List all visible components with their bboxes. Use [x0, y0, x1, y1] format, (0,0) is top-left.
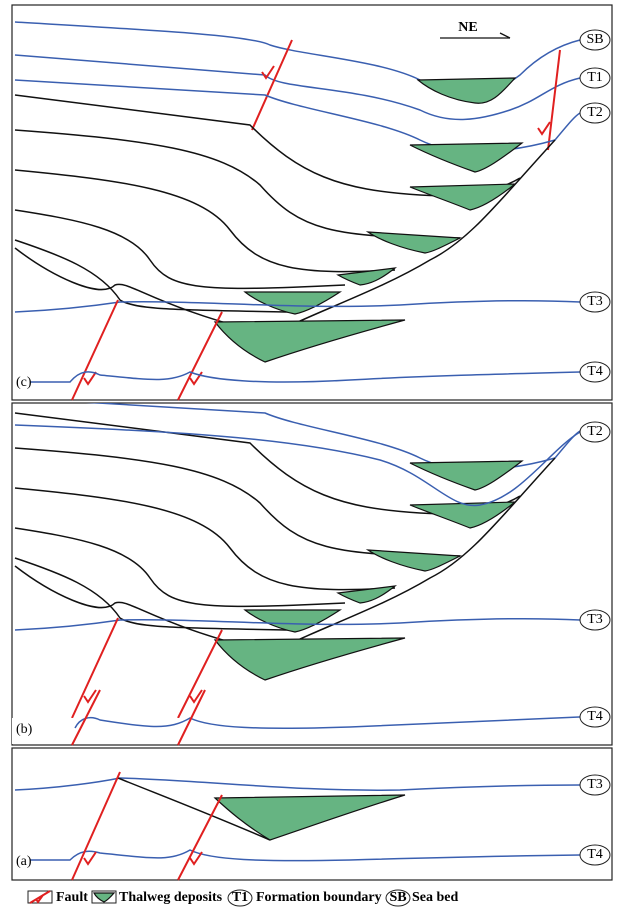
legend-symbol: SB — [389, 890, 406, 905]
legend-label: Sea bed — [412, 890, 459, 905]
legend: Fault Thalweg deposits T1 Formation boun… — [28, 890, 459, 906]
boundary-label: T4 — [587, 847, 603, 862]
boundary-label: T3 — [587, 294, 603, 309]
legend-symbol: T1 — [232, 890, 248, 905]
mask — [12, 718, 611, 744]
panel-frame — [12, 403, 612, 745]
strata — [15, 398, 580, 718]
legend-label: Fault — [56, 890, 88, 905]
strata — [15, 80, 580, 400]
panel-label: (a) — [16, 854, 32, 869]
boundary-label: SB — [586, 32, 603, 47]
boundary — [15, 778, 580, 790]
direction-arrow — [500, 33, 510, 38]
diagram: NE (c) SB T1 T2 T3 T4 (b) T2 T3 T4 (a) T… — [0, 0, 622, 912]
boundary — [30, 372, 580, 382]
boundary-label: T2 — [587, 105, 603, 120]
boundary — [30, 850, 580, 861]
direction: NE — [458, 20, 477, 35]
thalweg — [418, 78, 515, 103]
thalweg — [215, 795, 405, 840]
fault — [72, 772, 222, 880]
boundary-label: T2 — [587, 424, 603, 439]
legend-label: Formation boundary — [256, 890, 382, 905]
panel-label: (c) — [16, 375, 32, 390]
boundary-label: T3 — [587, 777, 603, 792]
panel-label: (b) — [16, 722, 33, 737]
fault-tick — [262, 66, 550, 134]
boundary-label: T1 — [587, 70, 603, 85]
legend-label: Thalweg deposits — [119, 890, 223, 905]
boundary-label: T3 — [587, 612, 603, 627]
boundary-label: T4 — [587, 364, 603, 379]
boundary-label: T4 — [587, 709, 603, 724]
